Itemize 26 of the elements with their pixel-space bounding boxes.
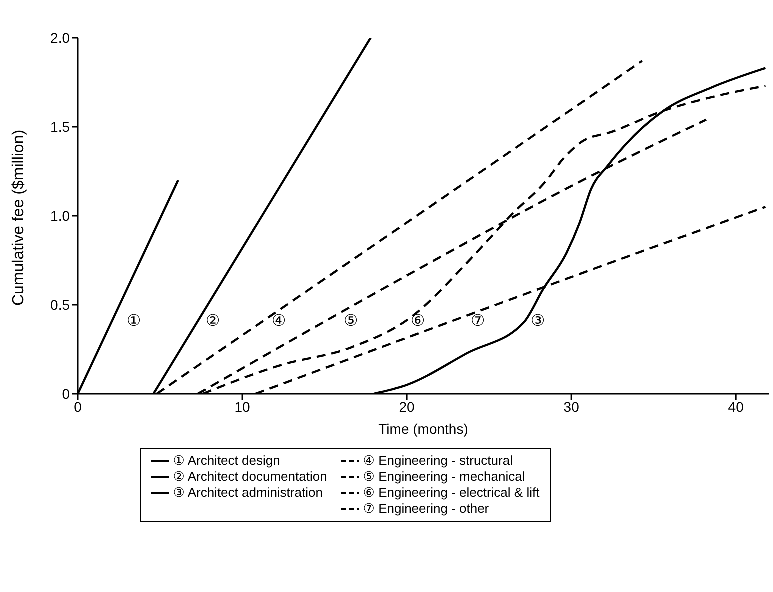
x-tick-label: 30 [564, 398, 580, 415]
x-axis-title: Time (months) [378, 421, 468, 437]
legend-label: ⑦ Engineering - other [363, 501, 490, 517]
legend-label: ④ Engineering - structural [363, 453, 513, 469]
y-tick-label: 1.5 [50, 118, 70, 135]
y-axis-title: Cumulative fee ($million) [10, 130, 28, 306]
y-tick-label: 1.0 [50, 208, 70, 224]
x-tick-label: 0 [74, 398, 82, 415]
x-tick-label: 20 [399, 398, 416, 415]
y-tick-label: 0 [62, 386, 70, 402]
y-tick-label: 0.5 [50, 296, 70, 313]
annotation: ⑤ [343, 311, 359, 331]
legend-label: ③ Architect administration [173, 485, 323, 501]
annotation: ② [205, 311, 221, 331]
annotation: ⑦ [470, 311, 486, 331]
annotation: ① [126, 311, 142, 331]
annotation: ③ [530, 311, 546, 331]
annotation: ④ [271, 311, 287, 331]
legend-label: ① Architect design [173, 453, 280, 469]
legend-label: ② Architect documentation [173, 469, 328, 485]
annotation: ⑥ [410, 311, 426, 331]
y-tick-label: 2.0 [50, 30, 70, 46]
x-tick-label: 10 [234, 398, 251, 415]
x-tick-label: 40 [728, 398, 744, 415]
legend-label: ⑥ Engineering - electrical & lift [363, 485, 540, 501]
legend-label: ⑤ Engineering - mechanical [363, 469, 526, 485]
